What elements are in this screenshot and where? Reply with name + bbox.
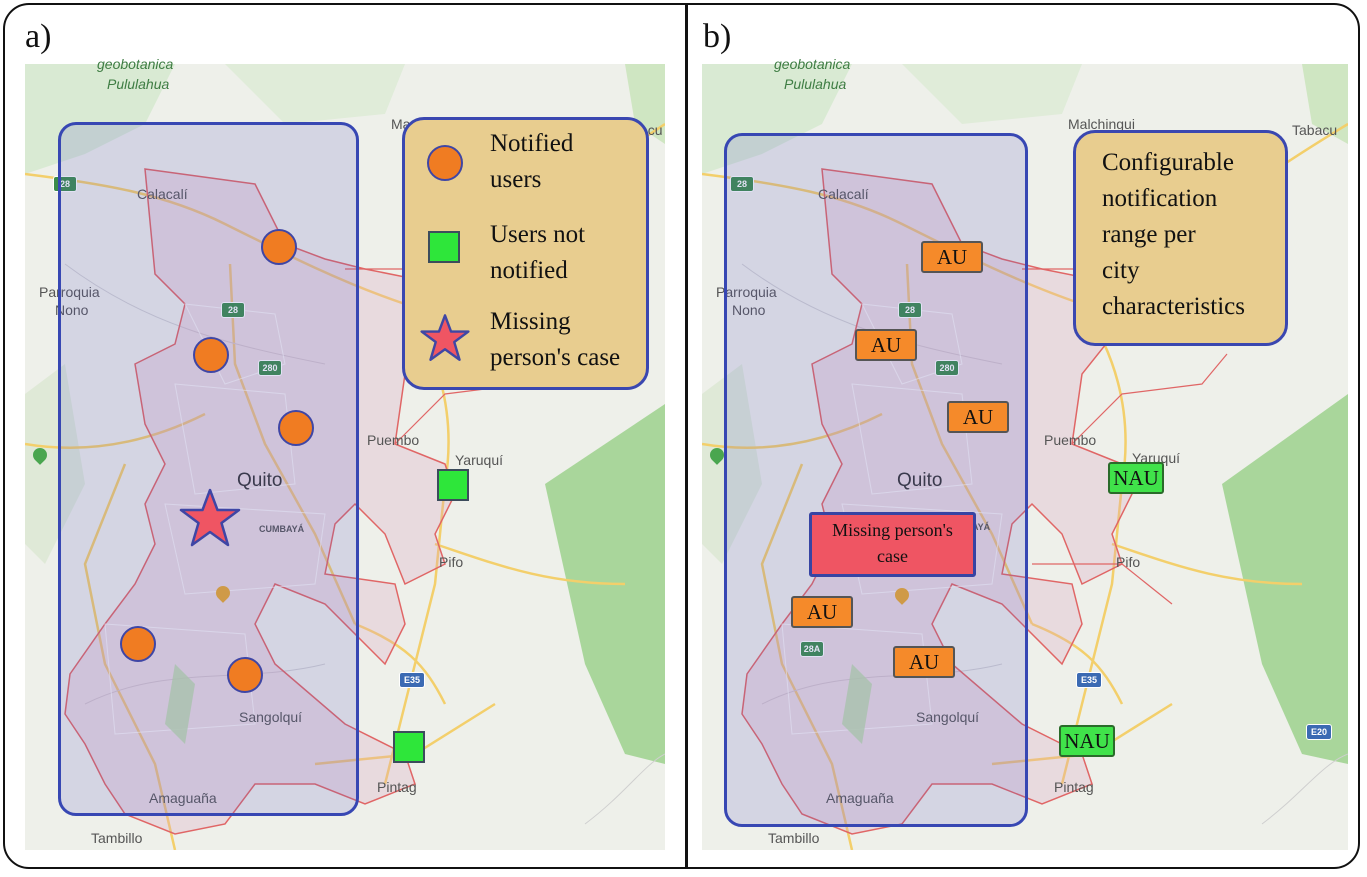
active-user-tag[interactable]: AU xyxy=(947,401,1009,433)
place-label-pifo: Pifo xyxy=(1116,554,1141,570)
panel-divider xyxy=(685,3,688,869)
place-label-parroquia: Parroquia xyxy=(39,284,100,300)
route-280-shield-icon: 280 xyxy=(935,360,959,376)
place-label-sangolqui: Sangolquí xyxy=(239,709,303,725)
panel-a-label: a) xyxy=(25,18,52,55)
map-b[interactable]: geobotanica Pululahua Malchingui Tabacu … xyxy=(702,56,1348,850)
place-label-puembo: Puembo xyxy=(367,432,420,448)
route-28a-shield-icon: 28A xyxy=(800,641,824,657)
notified-user-marker[interactable] xyxy=(193,337,229,373)
notified-user-marker[interactable] xyxy=(227,657,263,693)
place-label-geobotanica: geobotanica xyxy=(97,56,174,72)
route-e35-shield-icon: E35 xyxy=(1076,672,1102,688)
legend-line: range per xyxy=(1102,221,1196,248)
place-label-parroquia: Parroquia xyxy=(716,284,777,300)
panel-b-label: b) xyxy=(703,18,732,55)
active-user-tag[interactable]: AU xyxy=(893,646,955,678)
legend-box: Notified users Users not notified Missin… xyxy=(402,117,649,390)
legend-not-notified-icon xyxy=(428,231,460,263)
active-user-tag[interactable]: AU xyxy=(791,596,853,628)
place-label-quito: Quito xyxy=(897,470,943,491)
place-label-amaguana: Amaguaña xyxy=(149,790,217,806)
legend-line: characteristics xyxy=(1102,293,1245,320)
legend-box: Configurable notification range per city… xyxy=(1073,130,1288,346)
legend-not-notified-label: Users not xyxy=(490,221,586,248)
legend-line: city xyxy=(1102,257,1140,284)
route-28-shield-icon: 28 xyxy=(730,176,754,192)
place-label-yaruqui: Yaruquí xyxy=(455,452,503,468)
legend-not-notified-label-2: notified xyxy=(490,257,568,284)
missing-case-label: Missing person's xyxy=(832,520,953,540)
place-label-tambillo: Tambillo xyxy=(91,830,143,846)
not-notified-user-marker[interactable] xyxy=(437,469,469,501)
place-label-puembo: Puembo xyxy=(1044,432,1097,448)
notified-user-marker[interactable] xyxy=(278,410,314,446)
active-user-tag[interactable]: AU xyxy=(921,241,983,273)
place-label-pintag: Pintag xyxy=(377,779,417,795)
missing-case-label-2: case xyxy=(877,546,908,566)
place-label-pululahua: Pululahua xyxy=(784,76,847,92)
non-active-user-tag[interactable]: NAU xyxy=(1059,725,1115,757)
place-label-tabacundo: Tabacu xyxy=(1292,122,1338,138)
non-active-user-tag[interactable]: NAU xyxy=(1108,462,1164,494)
active-user-tag[interactable]: AU xyxy=(855,329,917,361)
notified-user-marker[interactable] xyxy=(120,626,156,662)
map-a[interactable]: geobotanica Pululahua Ma acu Calacalí Pa… xyxy=(25,56,665,850)
missing-case-star-icon[interactable] xyxy=(178,487,242,549)
route-280-shield-icon: 280 xyxy=(258,360,282,376)
legend-missing-label: Missing xyxy=(490,308,571,335)
place-label-cumbaya: CUMBAYÁ xyxy=(259,524,305,534)
place-label-nono: Nono xyxy=(55,302,89,318)
route-28-shield-icon: 28 xyxy=(221,302,245,318)
legend-line: notification xyxy=(1102,185,1218,212)
route-28-shield-icon: 28 xyxy=(898,302,922,318)
notification-range-area xyxy=(724,133,1028,827)
place-label-malchingui: Malchingui xyxy=(1068,116,1135,132)
place-label-calacali: Calacalí xyxy=(818,186,869,202)
legend-line: Configurable xyxy=(1102,149,1234,176)
legend-missing-label-2: person's case xyxy=(490,344,621,371)
figure-frame xyxy=(3,3,1360,869)
place-label-nono: Nono xyxy=(732,302,766,318)
place-label-cumbaya: AYÁ xyxy=(972,522,991,532)
legend-notified-icon xyxy=(427,145,463,181)
legend-notified-label: Notified xyxy=(490,130,574,157)
route-e35-shield-icon: E35 xyxy=(399,672,425,688)
place-label-pifo: Pifo xyxy=(439,554,464,570)
missing-case-marker[interactable]: Missing person's case xyxy=(809,512,976,577)
legend-missing-star-icon xyxy=(420,314,470,361)
legend-notified-label-2: users xyxy=(490,166,542,193)
place-label-geobotanica: geobotanica xyxy=(774,56,851,72)
place-label-quito: Quito xyxy=(237,470,283,491)
place-label-calacali: Calacalí xyxy=(137,186,188,202)
place-label-amaguana: Amaguaña xyxy=(826,790,894,806)
route-e20-shield-icon: E20 xyxy=(1306,724,1332,740)
place-label-pululahua: Pululahua xyxy=(107,76,170,92)
place-label-sangolqui: Sangolquí xyxy=(916,709,980,725)
place-label-pintag: Pintag xyxy=(1054,779,1094,795)
notified-user-marker[interactable] xyxy=(261,229,297,265)
notification-range-area xyxy=(58,122,359,816)
not-notified-user-marker[interactable] xyxy=(393,731,425,763)
place-label-tambillo: Tambillo xyxy=(768,830,820,846)
